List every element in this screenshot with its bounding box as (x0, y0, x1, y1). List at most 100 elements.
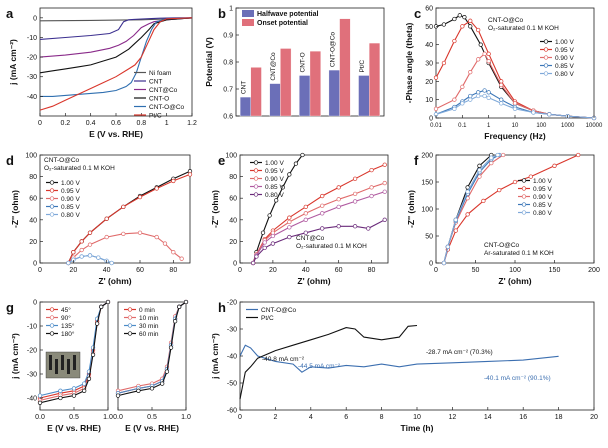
x-tick-label: 0 (38, 120, 42, 127)
category-label: CNT@Co (270, 52, 277, 81)
data-point (320, 211, 325, 216)
data-point (303, 217, 308, 222)
data-point (468, 70, 473, 75)
legend-label: 135° (61, 322, 75, 330)
x-tick-label: 2 (273, 414, 277, 421)
data-point (489, 155, 494, 160)
series-line (39, 17, 192, 40)
data-point (336, 185, 341, 190)
panel-letter: g (6, 300, 14, 315)
data-point (137, 194, 143, 200)
bar-onset-potential (250, 67, 262, 117)
chart_data.7-axes: 0 2 4 6 8 10 12 14 16 18 20 -60 -50 -40 -30 -20 Time (h)… (210, 300, 598, 434)
y-axis-label: -Z'' (ohm) (406, 190, 416, 228)
data-point (149, 386, 155, 391)
x-tick-label: 8 (380, 414, 384, 421)
inset-photo (45, 351, 81, 379)
x-tick-label: 16 (519, 414, 527, 421)
photo-electrode (49, 355, 52, 370)
legend-label: 45° (61, 306, 71, 314)
panel-letter: a (6, 6, 14, 21)
data-point (262, 240, 267, 245)
category-label: CNT-O (300, 52, 307, 72)
data-point (260, 230, 266, 235)
data-point (497, 187, 502, 193)
legend-label: 0.85 V (555, 63, 574, 70)
legend-label: 0 min (139, 307, 155, 314)
chart_data.2-axes: 0.01 0.1 1 10 100 1000 10000 0 10 20 30 40 50 60 Frequ… (404, 6, 603, 142)
data-point (495, 152, 500, 158)
y-axis-label: -Z'' (ohm) (210, 190, 220, 228)
legend-marker (543, 71, 549, 76)
legend-marker (521, 210, 527, 215)
data-point (460, 101, 465, 106)
x-tick-label: 80 (368, 267, 376, 274)
chart_data.6.subpanels.0-axes: 0.0 0.5 1.0 -40 -30 -20 -10 0 E (V vs. RHE) j (mA… (10, 300, 113, 434)
data-point (445, 244, 451, 249)
x-tick-label: 100 (536, 123, 547, 129)
y-tick-label: -10 (27, 324, 37, 331)
x-tick-label: 1.2 (187, 120, 197, 127)
y-axis-label: j (mA cm⁻²) (8, 39, 18, 86)
data-point (512, 179, 518, 185)
chart_data.3-axes: 0 20 40 60 80 0 20 40 60 80 100 Z' (ohm) -Z'' (ohm) (10, 153, 177, 287)
data-point (320, 203, 325, 208)
legend-marker (521, 194, 527, 199)
data-point (460, 24, 465, 29)
legend-label: 0.90 V (265, 176, 284, 183)
data-point (576, 152, 581, 158)
data-point (320, 226, 325, 231)
legend-label: 0.80 V (265, 192, 284, 199)
data-point (87, 230, 93, 235)
legend-marker (49, 196, 55, 201)
legend-marker (253, 192, 259, 197)
data-point (336, 204, 341, 209)
legend-marker (543, 39, 549, 44)
data-point (499, 101, 504, 106)
panel-title: CNT-O@Co (44, 157, 80, 164)
series-line (39, 301, 109, 397)
category-label: Pt/C (359, 60, 366, 73)
y-tick-label: 20 (229, 239, 237, 246)
data-point (71, 393, 77, 398)
data-point (465, 189, 470, 194)
panel-letter: c (414, 6, 421, 21)
y-tick-label: -20 (227, 300, 237, 307)
data-point (382, 217, 387, 222)
series-CNT-O@Co (239, 344, 559, 373)
y-tick-label: 40 (425, 42, 433, 49)
data-point (274, 198, 279, 203)
data-point (453, 217, 458, 222)
y-tick-label: 100 (25, 153, 37, 160)
panel-e-frame (239, 154, 389, 264)
y-tick-label: -30 (27, 372, 37, 379)
series-line (39, 17, 193, 74)
data-point (79, 247, 84, 253)
x-axis-label: Z' (ohm) (297, 276, 330, 286)
series-line (239, 324, 418, 400)
data-point (267, 213, 272, 218)
data-point (179, 256, 184, 261)
chart_data.4-axes: 0 20 40 60 80 0 20 40 60 80 100 Z' (ohm) -Z'' (ohm) (210, 153, 376, 287)
series-0.90 V (66, 230, 184, 266)
data-point (476, 93, 481, 99)
panel-letter: d (6, 153, 14, 168)
x-tick-label: 50 (472, 267, 480, 274)
y-tick-label: -50 (227, 381, 237, 388)
panel-title: CNT-O@Co (484, 242, 520, 249)
x-tick-label: 1 (487, 123, 491, 129)
chart_data.0-axes: 0 0.2 0.4 0.6 0.8 1 1.2 -40 -30 -20 -10 0 E (V vs. R… (8, 15, 197, 139)
data-point (168, 345, 174, 350)
legend-label: 10 min (139, 315, 159, 322)
legend-marker (49, 212, 55, 217)
y-tick-label: 30 (425, 61, 433, 68)
legend-label: Onset potential (257, 20, 308, 27)
legend-label: 30 min (139, 323, 159, 330)
data-point (251, 260, 256, 266)
legend-label: Pt/C (261, 315, 274, 322)
data-point (71, 250, 76, 255)
legend-label: 0.85 V (61, 204, 80, 211)
x-tick-label: 200 (588, 267, 600, 274)
legend-marker (521, 178, 527, 183)
x-tick-label: 0.5 (147, 414, 157, 421)
